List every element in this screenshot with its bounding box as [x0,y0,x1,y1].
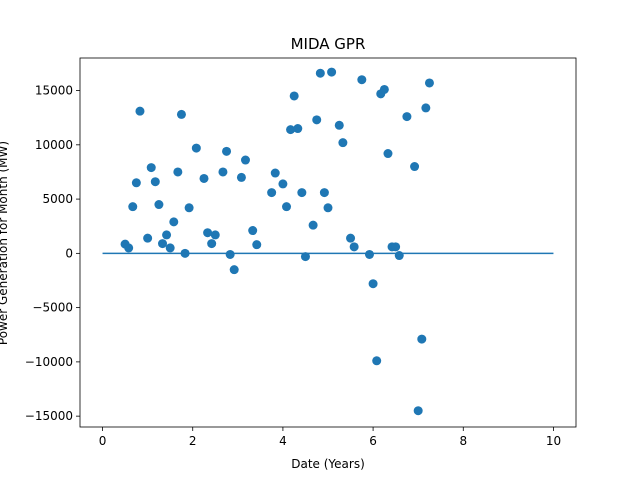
x-tick-label: 4 [279,434,287,448]
y-axis-label: Power Generation for Month (MW) [0,141,10,345]
data-point [131,178,141,188]
data-point [143,233,153,243]
data-point [357,75,367,85]
data-point [199,173,209,183]
data-point [413,406,423,416]
data-point [319,188,329,198]
data-point [158,239,168,249]
data-point [424,78,434,88]
plot-marks [102,67,554,416]
data-point [218,167,228,177]
y-tick-label: 5000 [42,192,73,206]
x-tick-label: 2 [189,434,197,448]
data-point [165,243,175,253]
data-point [372,356,382,366]
y-tick-label: −5000 [32,301,73,315]
data-point [154,200,164,210]
data-point [323,203,333,213]
data-point [421,103,431,113]
data-point [248,226,258,236]
data-point [128,202,138,212]
data-point [289,91,299,101]
plot-frame [79,57,577,428]
data-point [417,334,427,344]
data-point [308,220,318,230]
data-point [297,188,307,198]
x-axis-label: Date (Years) [291,457,365,471]
data-point [300,252,310,262]
chart-title: MIDA GPR [291,35,366,53]
data-point [394,251,404,261]
x-tick-label: 10 [546,434,561,448]
data-point [203,228,213,238]
y-tick-label: 0 [65,246,73,260]
x-tick-label: 8 [459,434,467,448]
data-point [173,167,183,177]
data-point [184,203,194,213]
data-point [229,265,239,275]
data-point [327,67,337,77]
data-point [391,242,401,252]
data-point [236,172,246,182]
data-point [364,249,374,259]
data-point [286,125,296,135]
y-axis-ticks: −15000 −10000 −5000 0 5000 10000 15000 [25,84,80,423]
data-point [349,242,359,252]
data-point [210,230,220,240]
data-point [270,168,280,178]
x-axis-ticks: 0 2 4 6 8 10 [99,427,561,448]
data-point [278,179,288,189]
data-point [383,149,393,159]
x-tick-label: 6 [369,434,377,448]
data-point [207,239,217,249]
data-point [379,84,389,94]
data-point [368,279,378,289]
data-point [267,188,277,198]
data-point [222,146,232,156]
data-point [293,124,303,134]
data-point [124,243,134,253]
data-point [410,162,420,172]
y-tick-label: −15000 [25,409,73,423]
data-point [176,109,186,119]
data-point [150,177,160,187]
data-point [146,163,156,173]
data-point [240,155,250,165]
y-tick-label: 10000 [35,138,73,152]
data-point [135,106,145,116]
data-point [282,202,292,212]
data-point [334,120,344,130]
data-point [338,138,348,148]
y-tick-label: 15000 [35,84,73,98]
data-point [252,240,262,250]
data-point [162,230,172,240]
y-tick-label: −10000 [25,355,73,369]
x-tick-label: 0 [99,434,107,448]
data-point [346,233,356,243]
data-point [402,112,412,122]
data-point [225,249,235,259]
data-point [315,68,325,78]
data-point [169,217,179,227]
data-point [191,143,201,153]
data-point [312,115,322,125]
